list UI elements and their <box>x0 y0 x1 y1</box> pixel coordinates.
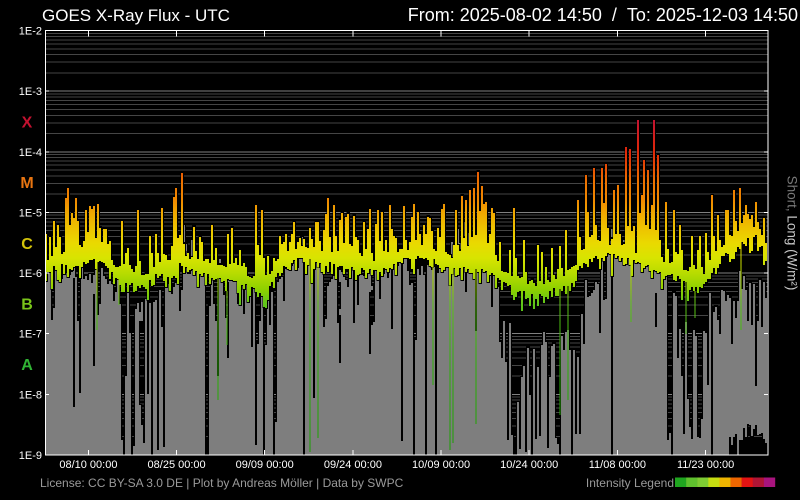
svg-text:1E-4: 1E-4 <box>19 147 42 159</box>
svg-text:1E-2: 1E-2 <box>19 26 42 38</box>
svg-text:09/09 00:00: 09/09 00:00 <box>236 459 294 471</box>
svg-text:1E-7: 1E-7 <box>19 329 42 341</box>
svg-text:1E-9: 1E-9 <box>19 450 42 462</box>
svg-text:1E-5: 1E-5 <box>19 207 42 219</box>
svg-text:License: CC BY-SA 3.0 DE | Plo: License: CC BY-SA 3.0 DE | Plot by Andre… <box>40 476 404 490</box>
svg-text:Short, Long (W/m²): Short, Long (W/m²) <box>785 176 800 291</box>
svg-text:Intensity Legend: Intensity Legend <box>586 476 674 490</box>
svg-text:10/24 00:00: 10/24 00:00 <box>500 459 558 471</box>
svg-text:M: M <box>20 175 33 192</box>
svg-text:11/23 00:00: 11/23 00:00 <box>677 459 734 471</box>
svg-text:1E-3: 1E-3 <box>19 86 42 98</box>
svg-text:X: X <box>22 115 33 132</box>
svg-text:09/24 00:00: 09/24 00:00 <box>324 459 382 471</box>
svg-text:08/25 00:00: 08/25 00:00 <box>148 459 206 471</box>
svg-text:10/09 00:00: 10/09 00:00 <box>412 459 470 471</box>
svg-text:C: C <box>21 236 33 253</box>
svg-text:1E-6: 1E-6 <box>19 268 42 280</box>
svg-text:11/08 00:00: 11/08 00:00 <box>589 459 646 471</box>
svg-text:08/10 00:00: 08/10 00:00 <box>59 459 117 471</box>
svg-text:From: 2025-08-02 14:50 / To:: From: 2025-08-02 14:50 / To: 2025-12-03 … <box>408 5 798 25</box>
svg-text:A: A <box>21 357 33 374</box>
svg-text:1E-8: 1E-8 <box>19 389 42 401</box>
svg-text:GOES X-Ray Flux - UTC: GOES X-Ray Flux - UTC <box>42 6 230 25</box>
svg-text:B: B <box>21 296 33 313</box>
